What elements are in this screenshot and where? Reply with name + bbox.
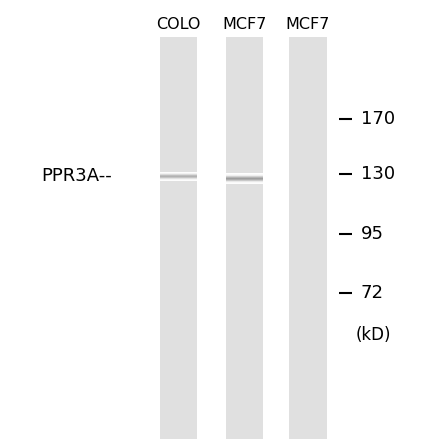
Text: (kD): (kD) <box>356 326 391 344</box>
Text: MCF7: MCF7 <box>222 17 266 32</box>
Text: COLO: COLO <box>156 17 200 32</box>
Bar <box>290 37 326 439</box>
Bar <box>159 37 197 439</box>
Bar <box>225 37 263 439</box>
Text: MCF7: MCF7 <box>286 17 330 32</box>
Text: 170: 170 <box>361 110 395 128</box>
Bar <box>159 89 197 96</box>
Text: 72: 72 <box>361 284 384 302</box>
Text: 130: 130 <box>361 165 395 183</box>
Text: PPR3A--: PPR3A-- <box>42 168 112 185</box>
Text: 95: 95 <box>361 225 384 243</box>
